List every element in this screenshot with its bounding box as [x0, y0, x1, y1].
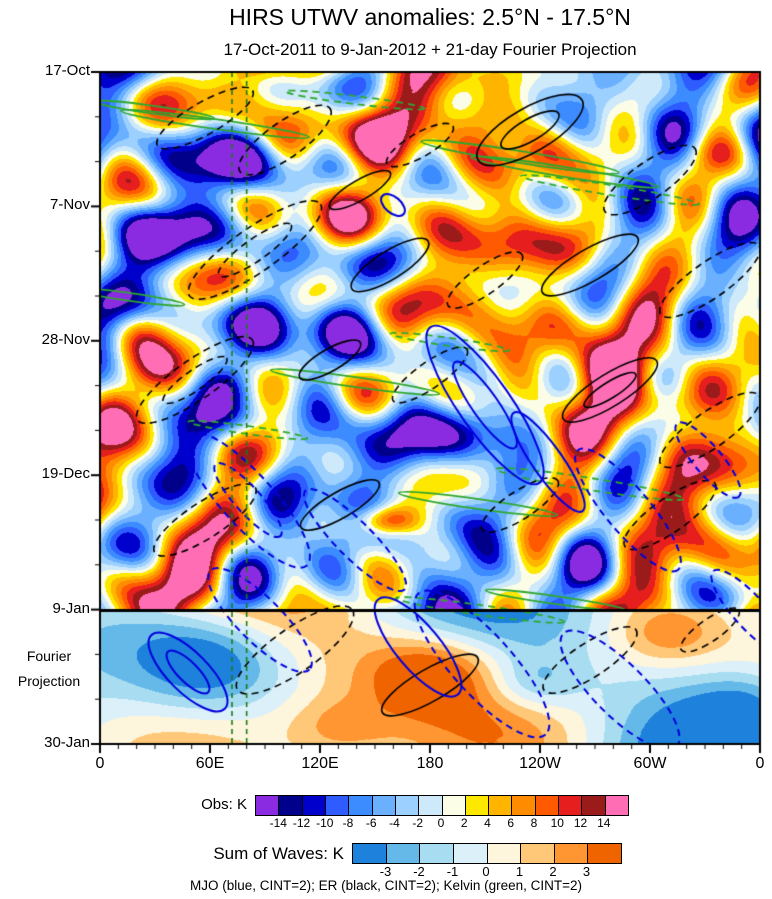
- chart-subtitle: 17-Oct-2011 to 9-Jan-2012 + 21-day Fouri…: [223, 40, 637, 59]
- obs-colorbar-tick-label: 10: [550, 816, 564, 830]
- sum-of-waves-colorbar-tick-label: 1: [515, 864, 524, 879]
- wave-legend-note: MJO (blue, CINT=2); ER (black, CINT=2); …: [190, 878, 582, 893]
- obs-colorbar-tick-label: -2: [412, 816, 424, 830]
- obs-colorbar-segment: [349, 796, 373, 815]
- obs-colorbar-tick-label: -8: [342, 816, 354, 830]
- sum-of-waves-colorbar: [352, 843, 622, 864]
- obs-colorbar-segment: [325, 796, 350, 815]
- sum-of-waves-colorbar-tick-label: 2: [549, 864, 557, 879]
- obs-colorbar-segment: [535, 796, 560, 815]
- obs-colorbar-segment: [256, 796, 280, 815]
- obs-colorbar-segment: [605, 796, 628, 815]
- obs-colorbar-tick-label: -4: [389, 816, 400, 830]
- sum-of-waves-colorbar-segment: [521, 844, 555, 863]
- fourier-label-line-2: Projection: [17, 673, 81, 689]
- obs-colorbar: [255, 795, 629, 816]
- sum-of-waves-colorbar-segment: [386, 844, 421, 863]
- obs-colorbar-segment: [512, 796, 536, 815]
- fourier-label-line-1: Fourier: [26, 648, 72, 664]
- obs-colorbar-segment: [395, 796, 420, 815]
- sum-of-waves-colorbar-tick-label: -2: [413, 864, 425, 879]
- x-axis-tick-label: 60W: [633, 755, 667, 772]
- obs-colorbar-tick-label: -12: [292, 816, 311, 830]
- obs-colorbar-segment: [372, 796, 396, 815]
- obs-colorbar-tick-label: 8: [530, 816, 538, 830]
- obs-colorbar-segment: [302, 796, 326, 815]
- y-axis-tick-label: 9-Jan: [52, 599, 90, 617]
- obs-colorbar-segment: [489, 796, 513, 815]
- obs-colorbar-tick-label: -14: [269, 816, 287, 830]
- chart-title: HIRS UTWV anomalies: 2.5°N - 17.5°N: [229, 4, 631, 30]
- obs-colorbar-tick-label: 14: [597, 816, 611, 830]
- sum-of-waves-colorbar-segment: [588, 844, 621, 863]
- obs-colorbar-tick-label: -10: [316, 816, 334, 830]
- obs-colorbar-segment: [442, 796, 466, 815]
- obs-colorbar-segment: [419, 796, 443, 815]
- obs-colorbar-segment: [279, 796, 303, 815]
- sum-of-waves-colorbar-segment: [487, 844, 522, 863]
- y-axis-tick-label: 19-Dec: [41, 465, 90, 483]
- obs-colorbar-tick-label: -6: [365, 816, 377, 830]
- obs-colorbar-tick-label: 4: [484, 816, 491, 830]
- obs-colorbar-segment: [559, 796, 583, 815]
- y-axis-tick-label: 28-Nov: [41, 330, 90, 348]
- obs-colorbar-tick-label: 2: [460, 816, 468, 830]
- sum-of-waves-colorbar-label: Sum of Waves: K: [213, 844, 344, 863]
- obs-colorbar-segment: [465, 796, 490, 815]
- obs-colorbar-label: Obs: K: [201, 796, 247, 813]
- sum-of-waves-colorbar-segment: [420, 844, 454, 863]
- obs-colorbar-tick-label: 12: [573, 816, 588, 830]
- obs-colorbar-tick-label: 0: [437, 816, 445, 830]
- sum-of-waves-colorbar-segment: [554, 844, 589, 863]
- x-axis-tick-label: 0: [95, 755, 105, 772]
- fourier-projection-axis-label: Fourier Projection: [2, 644, 96, 694]
- sum-of-waves-colorbar-tick-label: -3: [379, 864, 392, 879]
- y-axis-tick-label: 17-Oct: [44, 62, 90, 79]
- sum-of-waves-colorbar-segment: [353, 844, 387, 863]
- y-axis-tick-label: 7-Nov: [49, 196, 90, 214]
- x-axis-tick-label: 60E: [195, 755, 225, 772]
- x-axis-tick-label: 180: [416, 755, 444, 772]
- x-axis-tick-label: 0: [755, 755, 765, 772]
- sum-of-waves-colorbar-segment: [453, 844, 488, 863]
- x-axis-tick-label: 120E: [301, 755, 339, 772]
- y-axis-tick-label: 30-Jan: [44, 734, 90, 751]
- sum-of-waves-colorbar-tick-label: -1: [446, 864, 459, 879]
- obs-colorbar-segment: [582, 796, 606, 815]
- sum-of-waves-colorbar-tick-label: 0: [482, 864, 490, 879]
- x-axis-tick-label: 120W: [519, 755, 561, 772]
- sum-of-waves-colorbar-tick-label: 3: [582, 864, 591, 879]
- obs-colorbar-tick-label: 6: [507, 816, 515, 830]
- hovmoller-field-canvas: [0, 0, 772, 768]
